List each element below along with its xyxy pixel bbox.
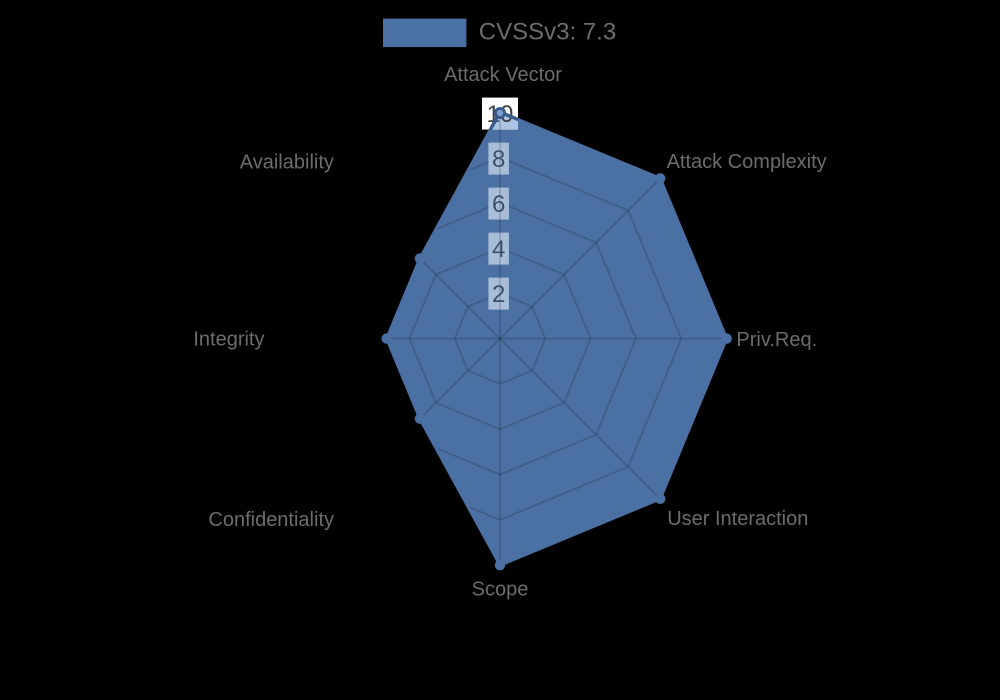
svg-text:Scope: Scope: [472, 579, 529, 601]
svg-text:Confidentiality: Confidentiality: [208, 509, 334, 531]
svg-text:8: 8: [492, 146, 505, 173]
svg-text:Attack Complexity: Attack Complexity: [667, 151, 827, 173]
svg-text:2: 2: [492, 281, 505, 308]
svg-text:4: 4: [492, 236, 505, 263]
svg-text:Availability: Availability: [240, 151, 334, 173]
svg-text:Attack Vector: Attack Vector: [444, 64, 562, 86]
svg-text:Integrity: Integrity: [193, 329, 264, 351]
svg-text:Priv.Req.: Priv.Req.: [736, 329, 817, 351]
svg-text:User Interaction: User Interaction: [667, 508, 808, 530]
svg-text:CVSSv3: 7.3: CVSSv3: 7.3: [479, 19, 616, 46]
svg-text:6: 6: [492, 191, 505, 218]
